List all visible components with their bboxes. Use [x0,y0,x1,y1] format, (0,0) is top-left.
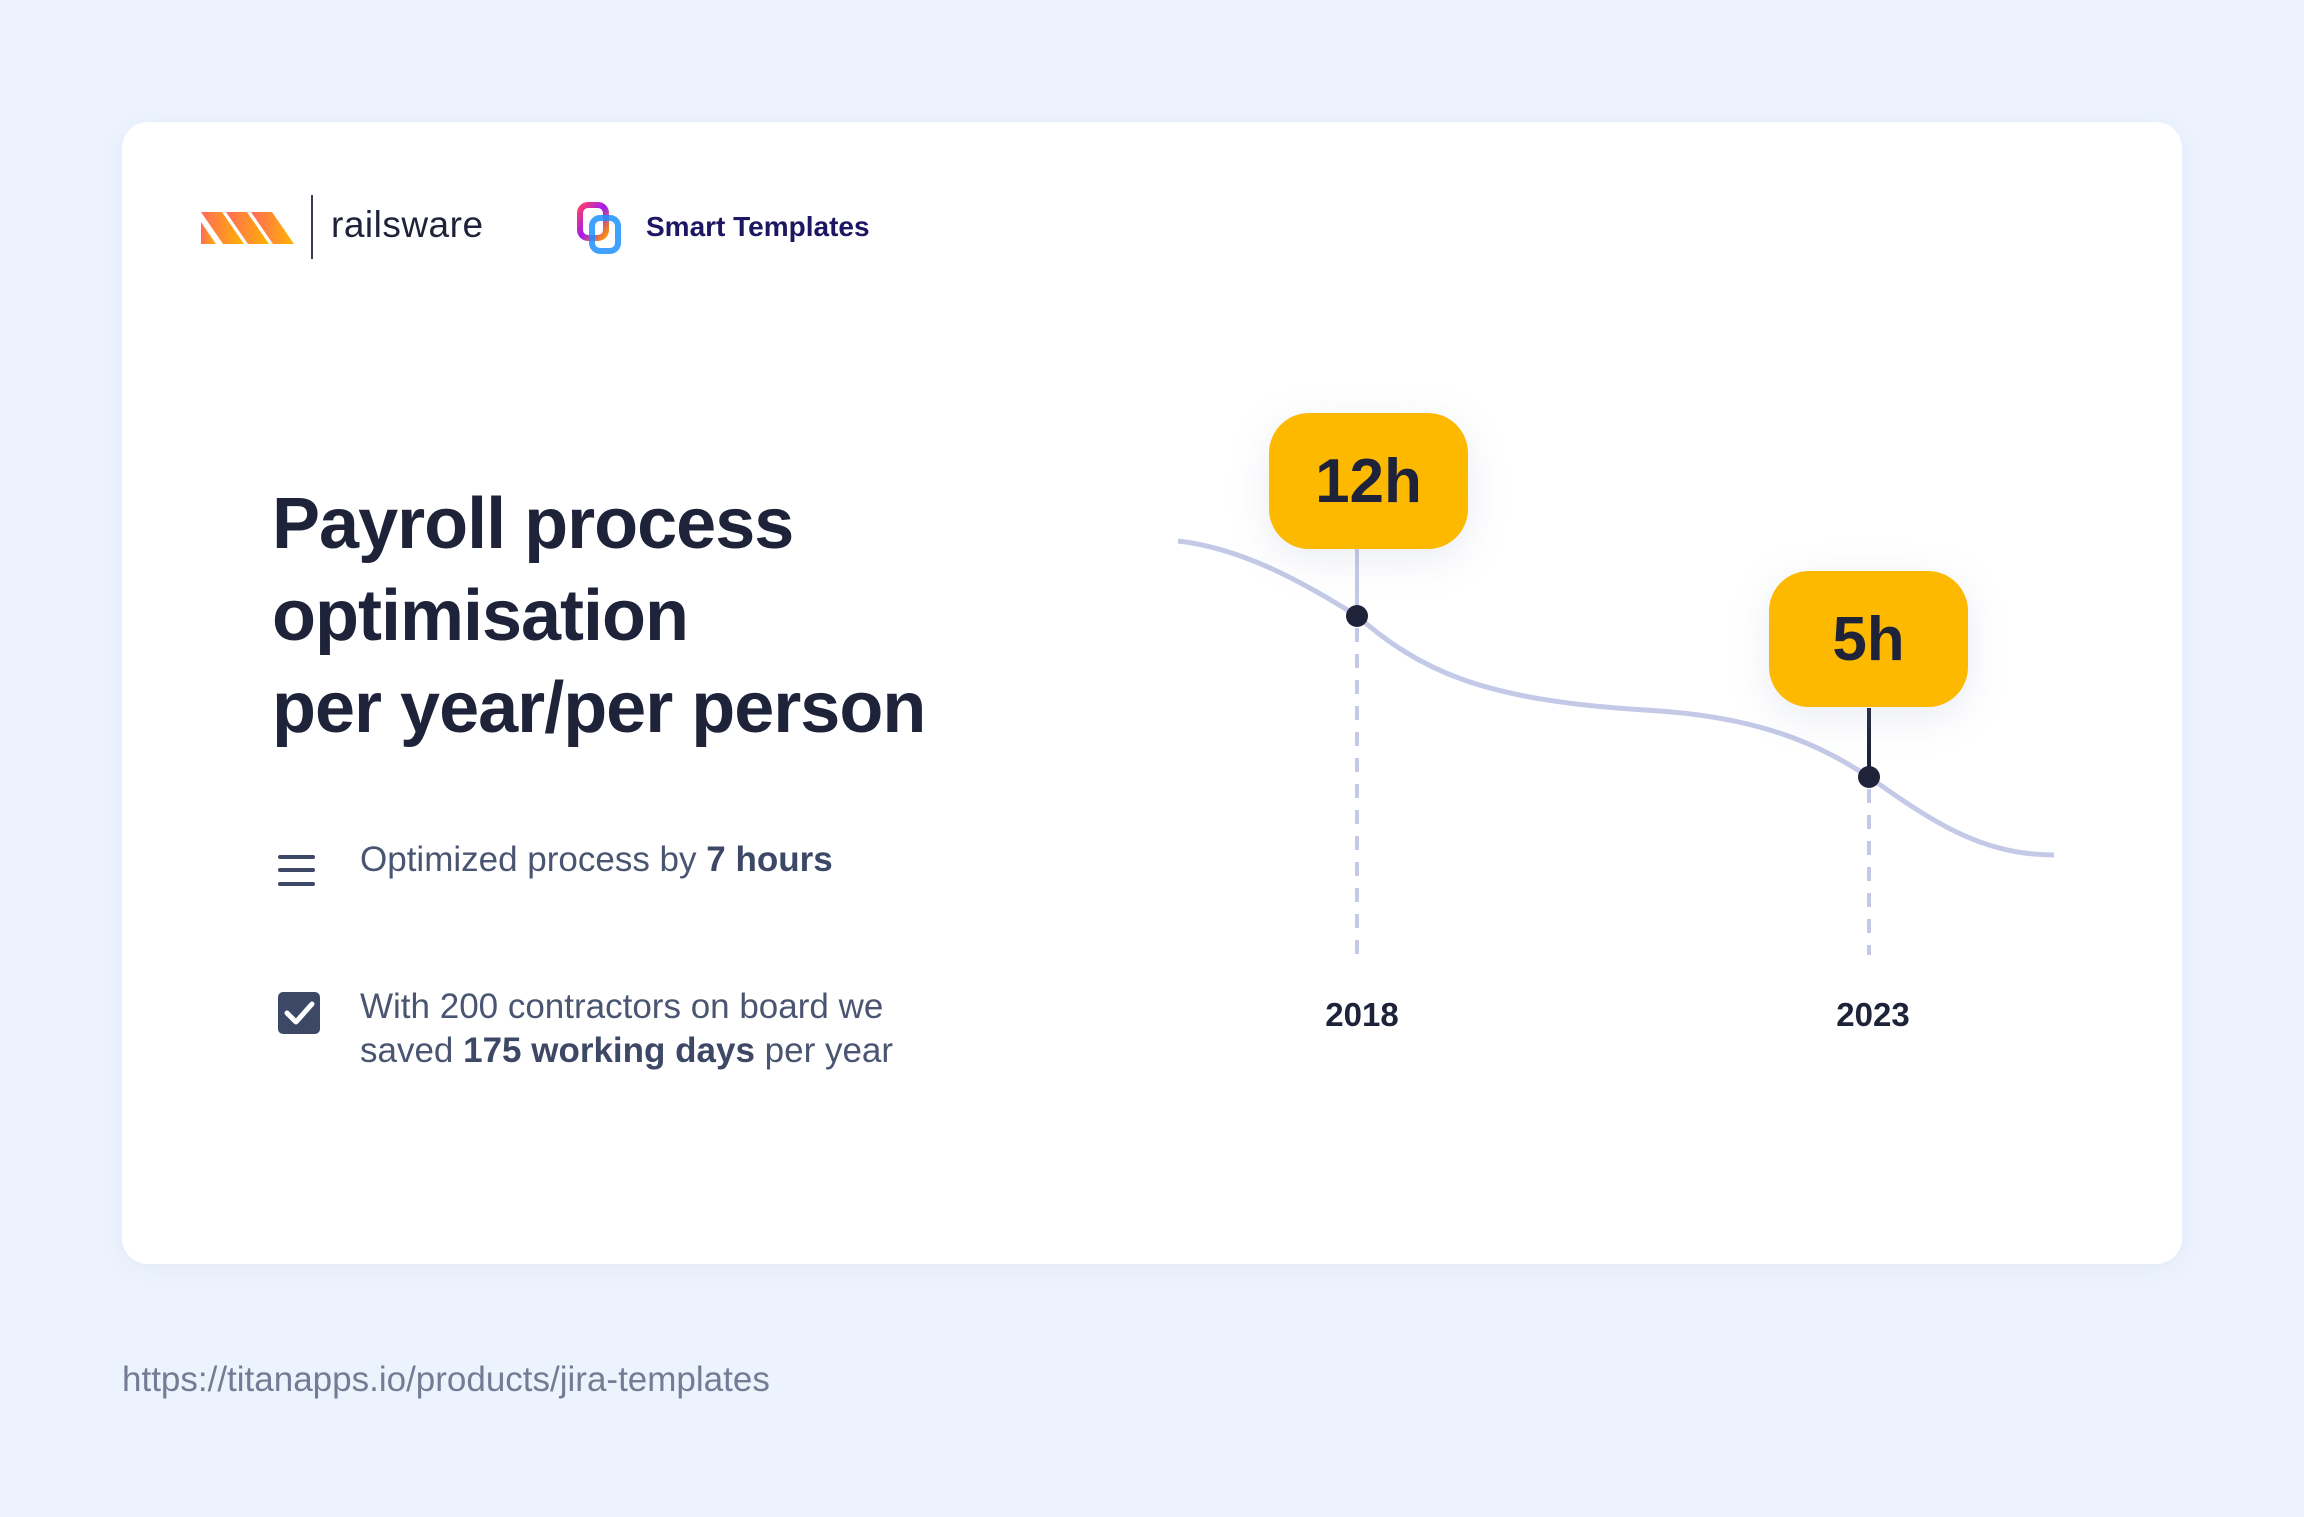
item-text: With 200 contractors on board we [360,987,884,1026]
title-line: optimisation [272,576,689,656]
title-line: per year/per person [272,668,926,748]
footer-url[interactable]: https://titanapps.io/products/jira-templ… [122,1360,770,1399]
data-label-2018: 12h [1269,413,1468,549]
data-label-2023: 5h [1769,571,1968,707]
item-bold: 175 working days [463,1031,755,1070]
item-bold: 7 hours [706,840,833,879]
list-item-days: With 200 contractors on board we saved 1… [360,985,893,1073]
item-text: saved [360,1031,464,1070]
data-point [1858,766,1880,788]
data-point [1346,605,1368,627]
x-tick-label: 2018 [1325,996,1399,1033]
trend-curve [1177,538,2055,858]
railsware-wordmark: railsware [331,204,484,245]
page-title: Payroll process optimisation per year/pe… [272,478,926,754]
smart-templates-wordmark: Smart Templates [646,211,870,242]
x-tick-label: 2023 [1836,996,1910,1033]
list-item-hours: Optimized process by 7 hours [360,838,833,882]
logo-divider [311,195,313,259]
title-line: Payroll process [272,484,794,564]
item-text: per year [754,1031,894,1070]
item-text: Optimized process by [360,840,707,879]
